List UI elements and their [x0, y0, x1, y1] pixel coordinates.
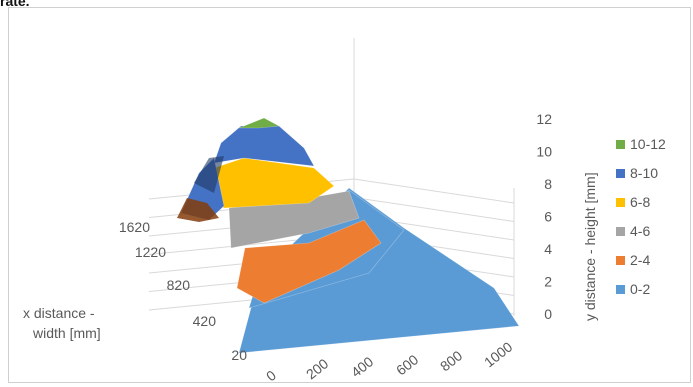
- surface-band-10-12: [238, 117, 281, 129]
- x-axis-label-line2: width [mm]: [32, 325, 101, 341]
- x-axis-label-line1: x distance -: [23, 305, 95, 321]
- legend-label-2-4: 2-4: [630, 252, 650, 268]
- chart-frame: 0 2 4 6 8 10 12 20 420 820 1220 1620 0 200 400 600 800…: [8, 7, 691, 384]
- legend-swatch-8-10: [616, 169, 625, 178]
- legend-swatch-6-8: [616, 198, 625, 207]
- z-tick-6: 6: [544, 209, 552, 225]
- x-tick-420: 420: [193, 313, 217, 329]
- legend-swatch-2-4: [616, 256, 625, 265]
- z-tick-8: 8: [544, 176, 552, 192]
- y-tick-1000: 1000: [481, 338, 516, 370]
- x-tick-1220: 1220: [135, 244, 166, 260]
- z-tick-2: 2: [544, 274, 552, 290]
- y-tick-400: 400: [348, 353, 376, 380]
- x-axis-ticks: 20 420 820 1220 1620: [119, 219, 247, 363]
- surface-band-2-4: [236, 219, 382, 304]
- surface-shadow-blue: [194, 156, 224, 193]
- cut-off-caption: rate.: [0, 0, 30, 8]
- legend-swatch-4-6: [616, 227, 625, 236]
- y-tick-0: 0: [263, 367, 279, 382]
- legend-label-4-6: 4-6: [630, 223, 650, 239]
- legend: 10-12 8-10 6-8 4-6 2-4 0-2: [616, 136, 666, 297]
- z-axis-ticks: 0 2 4 6 8 10 12: [536, 111, 552, 322]
- y-tick-600: 600: [393, 351, 421, 378]
- legend-swatch-0-2: [616, 285, 625, 294]
- z-tick-12: 12: [536, 111, 552, 127]
- y-tick-200: 200: [303, 355, 331, 382]
- surface-chart: 0 2 4 6 8 10 12 20 420 820 1220 1620 0 200 400 600 800…: [23, 38, 666, 384]
- y-axis-label: y distance - height [mm]: [582, 172, 598, 321]
- x-tick-820: 820: [167, 277, 191, 293]
- surface-band-8-10: [213, 125, 315, 167]
- x-tick-1620: 1620: [119, 219, 150, 235]
- z-tick-10: 10: [536, 144, 552, 160]
- z-tick-0: 0: [544, 306, 552, 322]
- x-tick-20: 20: [231, 347, 247, 363]
- z-tick-4: 4: [544, 241, 552, 257]
- y-tick-800: 800: [437, 347, 465, 374]
- legend-label-6-8: 6-8: [630, 194, 650, 210]
- legend-label-0-2: 0-2: [630, 281, 650, 297]
- legend-swatch-10-12: [616, 140, 625, 149]
- surface-shadow-orange: [177, 198, 219, 222]
- legend-label-10-12: 10-12: [630, 136, 666, 152]
- legend-label-8-10: 8-10: [630, 165, 658, 181]
- surface-plot: [177, 117, 520, 354]
